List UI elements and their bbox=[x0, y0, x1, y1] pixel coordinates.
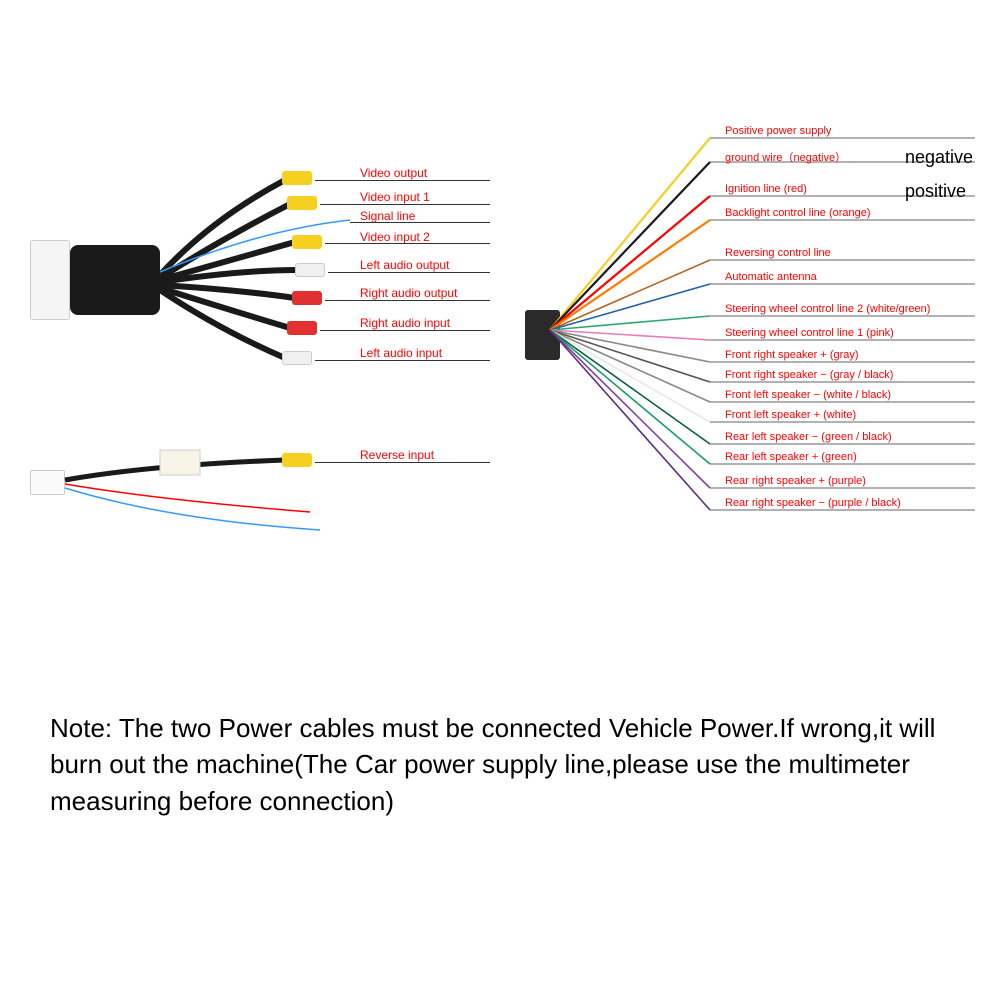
rca-plug-video-input-2 bbox=[292, 235, 322, 249]
wire-label-12: Rear left speaker − (green / black) bbox=[725, 431, 892, 443]
label-left-audio-output: Left audio output bbox=[360, 258, 449, 272]
rca-plug-reverse bbox=[282, 453, 312, 467]
wire-label-3: Backlight control line (orange) bbox=[725, 207, 871, 219]
wire-label-7: Steering wheel control line 1 (pink) bbox=[725, 327, 894, 339]
rca-plug-right-audio-in bbox=[287, 321, 317, 335]
leader-line bbox=[325, 300, 490, 301]
wire-label-4: Reversing control line bbox=[725, 247, 831, 259]
wire-label-6: Steering wheel control line 2 (white/gre… bbox=[725, 303, 930, 315]
rca-plug-video-input-1 bbox=[287, 196, 317, 210]
leader-line bbox=[315, 360, 490, 361]
wire-label-2: Ignition line (red) bbox=[725, 183, 807, 195]
left-rca-harness: Video output Video input 1 Signal line V… bbox=[30, 160, 490, 420]
leader-line bbox=[315, 180, 490, 181]
rca-plug-right-audio-out bbox=[292, 291, 322, 305]
leader-line bbox=[328, 272, 490, 273]
power-wiring-harness: Positive power supplyground wire（negativ… bbox=[500, 130, 990, 550]
wire-label-10: Front left speaker − (white / black) bbox=[725, 389, 891, 401]
leader-line bbox=[320, 330, 490, 331]
leader-line bbox=[320, 204, 490, 205]
wire-label-8: Front right speaker + (gray) bbox=[725, 349, 859, 361]
label-left-audio-input: Left audio input bbox=[360, 346, 442, 360]
wire-label-14: Rear right speaker + (purple) bbox=[725, 475, 866, 487]
label-right-audio-output: Right audio output bbox=[360, 286, 457, 300]
wire-label-5: Automatic antenna bbox=[725, 271, 817, 283]
warning-note: Note: The two Power cables must be conne… bbox=[50, 710, 950, 819]
annotation-negative: negative bbox=[905, 147, 973, 168]
label-right-audio-input: Right audio input bbox=[360, 316, 450, 330]
label-video-input-2: Video input 2 bbox=[360, 230, 430, 244]
wire-label-9: Front right speaker − (gray / black) bbox=[725, 369, 893, 381]
wire-label-1: ground wire（negative） bbox=[725, 149, 846, 165]
diagram-area: Video output Video input 1 Signal line V… bbox=[0, 160, 1000, 660]
wire-label-15: Rear right speaker − (purple / black) bbox=[725, 497, 901, 509]
rca-plug-video-output bbox=[282, 171, 312, 185]
leader-line bbox=[315, 462, 490, 463]
label-video-output: Video output bbox=[360, 166, 427, 180]
rca-plug-left-audio-in bbox=[282, 351, 312, 365]
wire-label-11: Front left speaker + (white) bbox=[725, 409, 856, 421]
label-reverse-input: Reverse input bbox=[360, 448, 434, 462]
label-video-input-1: Video input 1 bbox=[360, 190, 430, 204]
annotation-positive: positive bbox=[905, 181, 966, 202]
reverse-input-harness: Reverse input bbox=[30, 440, 490, 560]
wire-label-0: Positive power supply bbox=[725, 125, 831, 137]
wire-label-13: Rear left speaker + (green) bbox=[725, 451, 857, 463]
label-signal-line: Signal line bbox=[360, 209, 415, 223]
rca-plug-left-audio-out bbox=[295, 263, 325, 277]
